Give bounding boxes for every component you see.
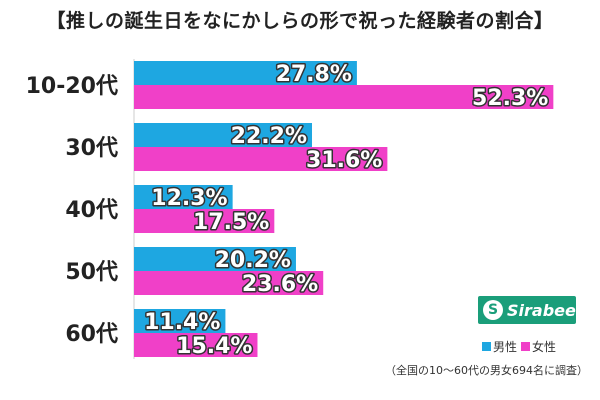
bar-female: [134, 147, 388, 171]
data-label: 15.4%: [176, 334, 252, 359]
category-label: 30代: [65, 136, 118, 161]
chart-title: 【推しの誕生日をなにかしらの形で祝った経験者の割合】: [46, 10, 554, 32]
bar-female: [134, 85, 554, 109]
footnote: （全国の10〜60代の男女694名に調査）: [385, 364, 588, 377]
data-label: 20.2%: [215, 248, 291, 273]
bar-female: [134, 209, 275, 233]
legend-item-male: 男性: [482, 338, 517, 355]
data-label: 11.4%: [144, 310, 220, 335]
category-label: 40代: [65, 198, 118, 223]
legend-swatch-female: [521, 342, 531, 351]
category-label: 50代: [65, 260, 118, 285]
bar-female: [134, 271, 324, 295]
sirabee-logo-text: Sirabee: [507, 300, 576, 320]
data-label: 52.3%: [472, 86, 548, 111]
sirabee-logo: S Sirabee: [478, 296, 576, 324]
legend-label-female: 女性: [532, 340, 557, 354]
legend: 男性 女性: [482, 338, 556, 355]
data-label: 27.8%: [276, 62, 352, 87]
sirabee-logo-icon: S: [483, 300, 503, 320]
bar-male: [134, 185, 233, 209]
legend-item-female: 女性: [521, 338, 556, 355]
bar-male: [134, 123, 313, 147]
bar-male: [134, 61, 357, 85]
category-label: 10-20代: [26, 74, 118, 99]
bar-female: [134, 333, 258, 357]
category-label: 60代: [65, 322, 118, 347]
data-label: 17.5%: [193, 210, 269, 235]
bar-male: [134, 247, 296, 271]
data-label: 12.3%: [151, 186, 227, 211]
legend-swatch-male: [482, 342, 491, 351]
data-label: 22.2%: [231, 124, 307, 149]
data-label: 31.6%: [306, 148, 382, 173]
bar-male: [134, 309, 226, 333]
data-label: 23.6%: [242, 272, 318, 297]
legend-label-male: 男性: [493, 340, 518, 354]
